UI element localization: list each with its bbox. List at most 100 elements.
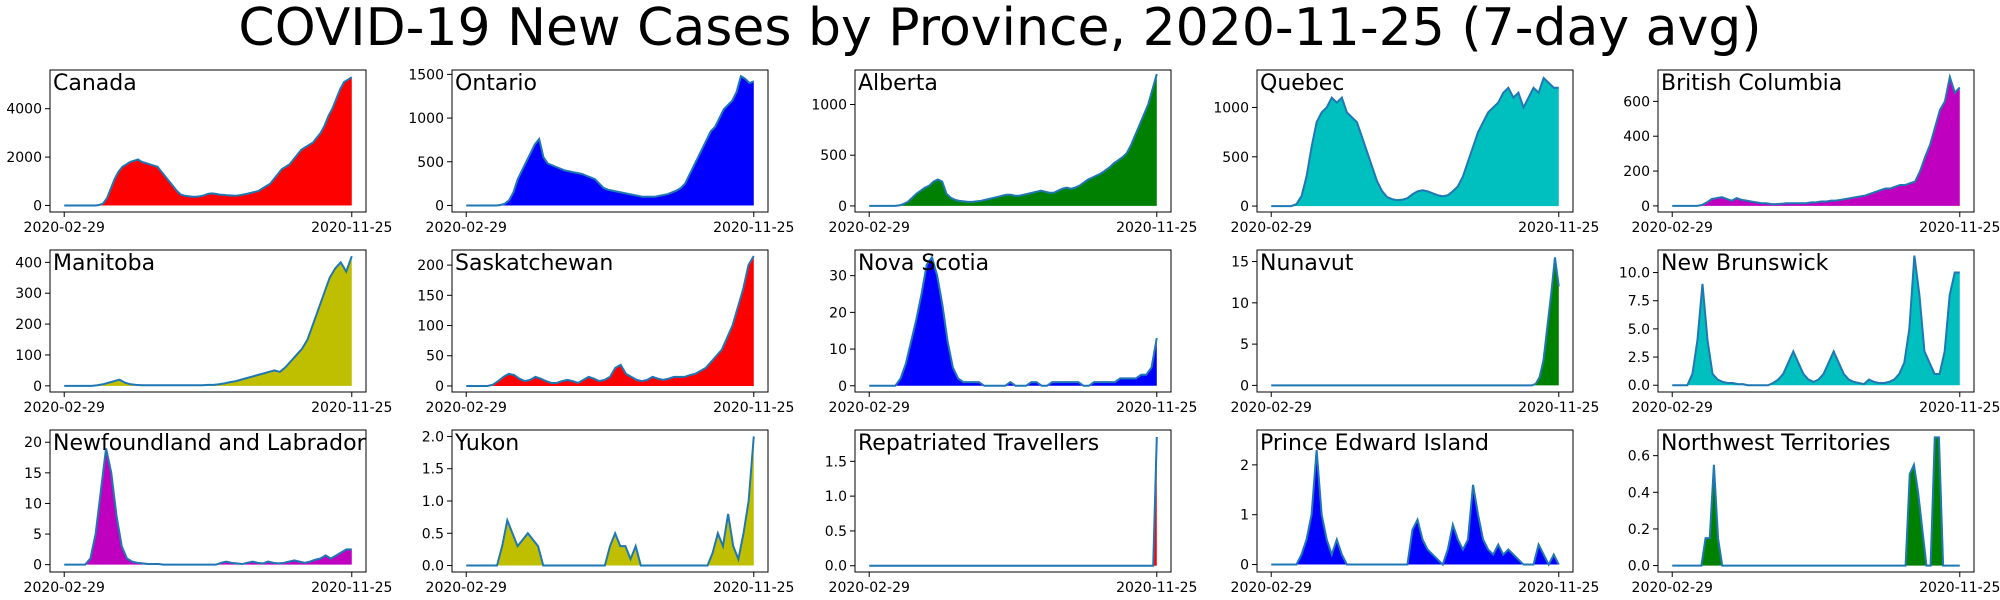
panel-label: Manitoba (53, 251, 155, 276)
y-tick-label: 1.5 (422, 462, 444, 478)
y-tick-label: 15 (1231, 255, 1249, 271)
x-tick-label: 2020-02-29 (829, 400, 910, 416)
x-tick-label: 2020-02-29 (1231, 580, 1312, 596)
y-tick-label: 100 (417, 319, 444, 335)
x-tick-label: 2020-02-29 (829, 220, 910, 236)
x-tick-label: 2020-11-25 (1116, 220, 1197, 236)
y-tick-label: 10 (1231, 296, 1249, 312)
panel-british-columbia: 0 200 400 600 2020-02-29 2020-11-25 British Co… (1623, 69, 2000, 236)
x-tick-label: 2020-11-25 (1919, 580, 2000, 596)
y-tick-label: 2 (1240, 458, 1249, 474)
y-tick-label: 1500 (408, 67, 444, 83)
series-line (1672, 72, 1961, 207)
panel-label: Newfoundland and Labrador (53, 431, 367, 456)
x-tick-label: 2020-11-25 (713, 400, 794, 416)
y-tick-label: 0 (1641, 199, 1650, 215)
y-tick-label: 10 (24, 496, 42, 512)
x-tick-label: 2020-02-29 (24, 220, 105, 236)
x-tick-label: 2020-02-29 (1231, 220, 1312, 236)
y-tick-label: 0 (33, 558, 42, 574)
series-line (1672, 436, 1960, 567)
axes-frame (1657, 429, 1975, 573)
panel-nova-scotia: 0 10 20 30 2020-02-29 2020-11-25 Nova Scotia (829, 249, 1197, 416)
y-tick-label: 1000 (811, 97, 847, 113)
x-tick-label: 2020-11-25 (1116, 400, 1197, 416)
area-fill (1672, 76, 1960, 206)
panel-canada: 0 2000 4000 2020-02-29 2020-11-25 Canada (6, 69, 392, 236)
x-tick-label: 2020-11-25 (1919, 400, 2000, 416)
panel-label: Saskatchewan (455, 251, 613, 276)
axes-frame (1256, 69, 1574, 213)
series-line (64, 255, 353, 387)
series-line (466, 255, 755, 387)
panel-prince-edward-island: 0 1 2 2020-02-29 2020-11-25 Prince Edward Isl… (1231, 429, 1599, 596)
x-tick-label: 2020-11-25 (1518, 220, 1599, 236)
chart-title: COVID-19 New Cases by Province, 2020-11-… (238, 0, 1762, 58)
series-line (466, 74, 755, 207)
x-tick-label: 2020-11-25 (1116, 580, 1197, 596)
x-tick-label: 2020-11-25 (713, 580, 794, 596)
y-tick-label: 0.5 (422, 526, 444, 542)
panel-label: Northwest Territories (1661, 431, 1890, 456)
y-tick-label: 5.0 (1628, 322, 1650, 338)
series-line (1271, 449, 1560, 567)
x-tick-label: 2020-02-29 (426, 580, 507, 596)
y-tick-label: 0 (33, 379, 42, 395)
series-line (1672, 255, 1960, 387)
y-tick-label: 300 (15, 286, 42, 302)
axes-frame (451, 69, 769, 213)
y-tick-label: 0 (33, 198, 42, 214)
area-fill (64, 256, 352, 386)
y-tick-label: 500 (820, 148, 847, 164)
panel-northwest-territories: 0.0 0.2 0.4 0.6 2020-02-29 2020-11-25 Northwes… (1628, 429, 2000, 596)
y-tick-label: 0 (435, 379, 444, 395)
x-tick-label: 2020-02-29 (1231, 400, 1312, 416)
series-line (64, 448, 352, 566)
area-fill (1271, 449, 1559, 565)
axes-frame (49, 69, 367, 213)
x-tick-label: 2020-02-29 (1632, 220, 1713, 236)
x-tick-label: 2020-02-29 (829, 580, 910, 596)
axes-frame (451, 249, 769, 393)
axes-frame (854, 429, 1172, 573)
y-tick-label: 1.5 (825, 454, 847, 470)
y-tick-label: 500 (417, 155, 444, 171)
panel-repatriated-travellers: 0.0 0.5 1.0 1.5 2020-02-29 2020-11-25 Repatria… (825, 429, 1197, 596)
y-tick-label: 0 (435, 198, 444, 214)
area-fill (1271, 257, 1559, 386)
panel-yukon: 0.0 0.5 1.0 1.5 2.0 2020-02-29 2020-11-25 Yukon (422, 429, 795, 596)
x-tick-label: 2020-02-29 (1632, 400, 1713, 416)
y-tick-label: 500 (1222, 150, 1249, 166)
y-tick-label: 400 (1623, 129, 1650, 145)
x-tick-label: 2020-11-25 (713, 220, 794, 236)
y-tick-label: 1000 (408, 111, 444, 127)
y-tick-label: 10.0 (1619, 266, 1650, 282)
x-tick-label: 2020-11-25 (1518, 580, 1599, 596)
panel-label: Yukon (454, 431, 519, 456)
y-tick-label: 1.0 (825, 489, 847, 505)
panel-label: New Brunswick (1661, 251, 1829, 276)
area-fill (64, 448, 352, 565)
area-fill (1271, 77, 1559, 207)
y-tick-label: 5 (33, 527, 42, 543)
x-tick-label: 2020-02-29 (24, 580, 105, 596)
y-tick-label: 2.5 (1628, 350, 1650, 366)
y-tick-label: 0.0 (1628, 378, 1650, 394)
panel-label: British Columbia (1661, 71, 1842, 96)
y-tick-label: 2.0 (422, 429, 444, 445)
y-tick-label: 200 (15, 317, 42, 333)
x-tick-label: 2020-11-25 (1919, 220, 2000, 236)
axes-frame (1256, 249, 1574, 393)
panel-label: Nunavut (1260, 251, 1354, 276)
panel-nunavut: 0 5 10 15 2020-02-29 2020-11-25 Nunavut (1231, 249, 1599, 416)
y-tick-label: 0.5 (825, 524, 847, 540)
y-tick-label: 0 (838, 379, 847, 395)
axes-frame (49, 429, 367, 573)
y-tick-label: 2000 (6, 150, 42, 166)
area-fill (869, 436, 1157, 566)
series-line (869, 73, 1158, 207)
y-tick-label: 0 (838, 199, 847, 215)
area-fill (1672, 255, 1960, 386)
y-tick-label: 20 (24, 435, 42, 451)
